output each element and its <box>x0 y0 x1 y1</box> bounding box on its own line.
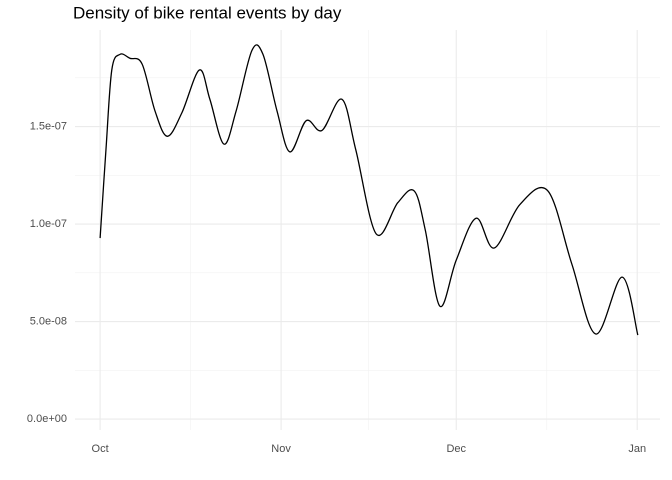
x-tick-label: Dec <box>446 443 466 455</box>
y-tick-label: 1.0e-07 <box>30 218 67 230</box>
x-tick-label: Oct <box>92 443 109 455</box>
y-tick-label: 0.0e+00 <box>27 413 67 425</box>
chart-title: Density of bike rental events by day <box>73 3 342 22</box>
density-line <box>99 44 639 336</box>
x-tick-label: Jan <box>628 443 646 455</box>
x-tick-label: Nov <box>271 443 291 455</box>
y-tick-label: 1.5e-07 <box>30 120 67 132</box>
y-tick-label: 5.0e-08 <box>30 315 67 327</box>
